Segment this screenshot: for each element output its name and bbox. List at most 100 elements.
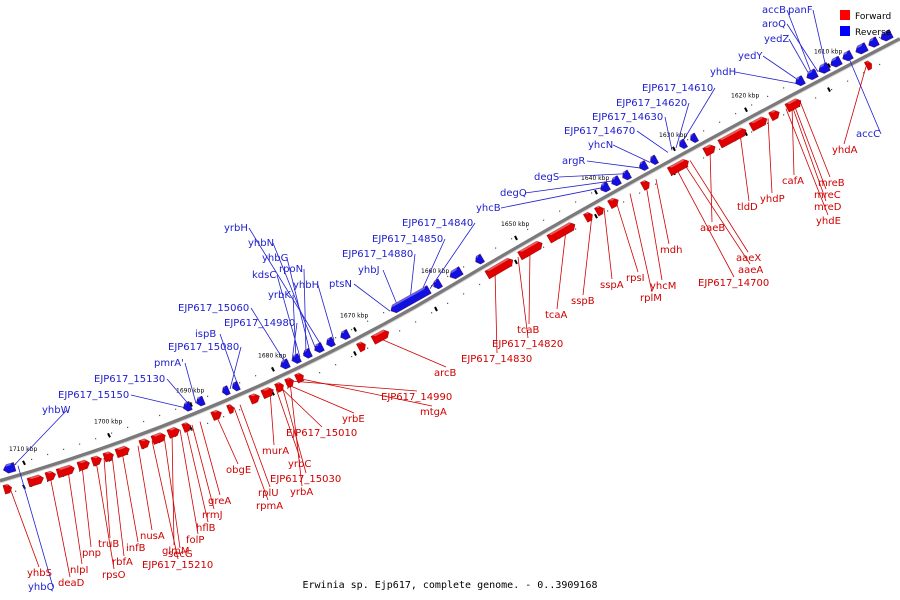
minor-tick xyxy=(335,337,337,339)
forward-leader-line xyxy=(191,424,215,510)
gene-shine xyxy=(280,359,285,363)
gene-shine xyxy=(116,445,127,450)
gene-body xyxy=(666,158,689,176)
forward-genes xyxy=(2,60,872,495)
minor-tick xyxy=(15,490,17,492)
gene-label-mdh: mdh xyxy=(660,245,682,256)
gene-body xyxy=(639,160,649,171)
gene-label-tcab: tcaB xyxy=(517,325,540,336)
gene-body xyxy=(784,98,802,113)
minor-tick xyxy=(735,112,737,115)
gene-shine xyxy=(183,421,188,425)
gene-shine xyxy=(830,56,837,62)
minor-tick xyxy=(575,201,577,203)
minor-tick xyxy=(847,80,849,82)
gene-shine xyxy=(292,354,296,357)
kbp-ticks: 1610 kbp 1620 kbp 1630 kbp 1640 kbp 1650 kbp… xyxy=(9,49,842,490)
minor-tick xyxy=(495,247,497,249)
reverse-gene xyxy=(183,401,193,412)
gene-body xyxy=(864,60,872,71)
minor-tick xyxy=(79,443,81,445)
minor-tick xyxy=(767,95,769,98)
forward-gene xyxy=(150,431,166,445)
forward-leader-line xyxy=(767,118,773,194)
minor-tick xyxy=(63,448,65,450)
minor-tick xyxy=(783,114,785,116)
reverse-leader-line xyxy=(166,378,191,406)
gene-label-mred: mreD xyxy=(814,202,842,213)
reverse-leader-line xyxy=(286,257,311,353)
gene-body xyxy=(76,459,90,472)
reverse-leader-line xyxy=(524,179,619,194)
kbp-tick-mark xyxy=(514,235,518,241)
minor-tick xyxy=(863,72,865,74)
kbp-tick-label: 1690 kbp xyxy=(176,388,204,395)
minor-tick xyxy=(463,266,465,268)
forward-leader-line xyxy=(528,250,531,325)
gene-body xyxy=(356,341,366,353)
gene-shine xyxy=(104,450,111,455)
gene-label-secg: secG xyxy=(168,549,193,560)
minor-tick xyxy=(175,408,177,410)
gene-label-ejp617-14840: EJP617_14840 xyxy=(402,218,473,229)
forward-leader-line xyxy=(185,427,209,523)
forward-leader-line xyxy=(582,214,593,296)
forward-leader-line xyxy=(103,457,111,539)
gene-label-yhbj: yhbJ xyxy=(358,265,380,276)
gene-shine xyxy=(196,396,201,400)
gene-body xyxy=(114,445,130,459)
kbp-tick-label: 1650 kbp xyxy=(501,221,529,228)
gene-label-mrec: mreC xyxy=(814,190,841,201)
minor-tick xyxy=(687,166,689,168)
reverse-gene xyxy=(280,358,291,370)
reverse-leader-line xyxy=(303,268,307,355)
reverse-leader-line xyxy=(229,346,242,390)
reverse-leader-line xyxy=(276,274,301,358)
gene-shine xyxy=(262,386,270,391)
gene-shine xyxy=(152,431,163,437)
gene-label-tldd: tldD xyxy=(737,202,758,213)
gene-body xyxy=(210,409,222,421)
gene-shine xyxy=(806,69,813,74)
minor-tick xyxy=(111,432,113,434)
gene-shine xyxy=(868,37,874,42)
gene-body xyxy=(818,62,831,74)
reverse-leader-line xyxy=(219,333,239,386)
minor-tick xyxy=(351,355,353,358)
gene-body xyxy=(600,181,611,193)
forward-leader-line xyxy=(281,385,307,474)
gene-shine xyxy=(795,76,800,80)
reverse-gene xyxy=(222,385,231,396)
gene-body xyxy=(292,353,302,364)
gene-label-ptsn: ptsN xyxy=(329,279,352,290)
gene-label-pmra-: pmrA' xyxy=(154,358,184,369)
gene-shine xyxy=(855,43,863,48)
reverse-leader-line xyxy=(291,322,298,362)
forward-gene xyxy=(583,211,593,223)
gene-label-glmm: glmM xyxy=(162,546,190,557)
minor-tick xyxy=(335,364,337,366)
gene-shine xyxy=(449,267,458,273)
kbp-tick-label: 1710 kbp xyxy=(9,446,37,453)
reverse-leader-line xyxy=(664,116,673,151)
gene-shine xyxy=(276,381,280,385)
minor-tick xyxy=(159,414,161,417)
gene-shine xyxy=(750,115,764,124)
gene-label-nlpi: nlpI xyxy=(70,565,88,576)
forward-leader-line xyxy=(297,377,433,407)
forward-leader-line xyxy=(675,167,735,278)
gene-label-aroq: aroQ xyxy=(762,19,786,30)
legend-forward-swatch xyxy=(840,10,850,20)
minor-tick xyxy=(879,63,881,66)
gene-shine xyxy=(140,437,147,442)
forward-leader-line xyxy=(269,391,275,446)
minor-tick xyxy=(719,121,721,123)
forward-gene xyxy=(260,386,274,400)
reverse-leader-line xyxy=(17,465,54,588)
genome-caption: Erwinia sp. Ejp617, complete genome. - 0… xyxy=(302,580,597,591)
gene-shine xyxy=(358,341,362,345)
gene-label-ejp617-14700: EJP617_14700 xyxy=(698,278,769,289)
forward-leader-line xyxy=(655,179,670,245)
gene-shine xyxy=(668,158,685,168)
